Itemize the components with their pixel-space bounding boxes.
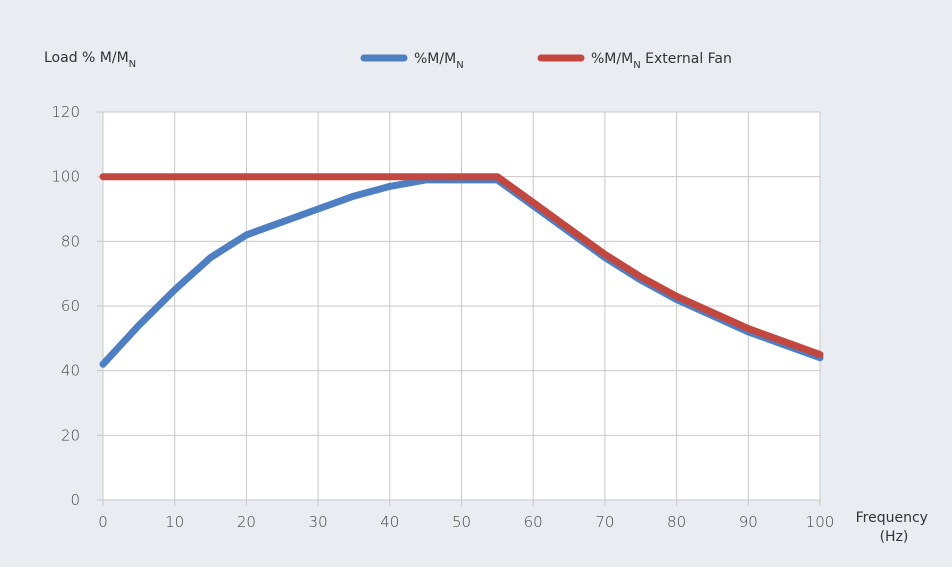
y-tick-label: 120: [51, 103, 80, 121]
tick-labels: 0 10 20 30 40 50 60 70 80 90 100 0 20 40 60 80 100 120: [51, 103, 834, 531]
x-tick-label: 70: [595, 513, 614, 531]
y-tick-label: 100: [51, 168, 80, 186]
y-axis-title: Load % M/MN: [44, 50, 136, 70]
x-tick-label: 80: [667, 513, 686, 531]
x-tick-label: 40: [380, 513, 399, 531]
x-tick-label: 0: [98, 513, 108, 531]
legend: %M/MN %M/MN External Fan: [360, 51, 732, 71]
x-tick-label: 30: [309, 513, 328, 531]
y-tick-label: 60: [61, 297, 80, 315]
series-line-2: [99, 173, 824, 358]
x-tick-label: 100: [806, 513, 835, 531]
legend-label-series-1: %M/MN: [414, 51, 464, 71]
series-lines: [99, 173, 824, 368]
x-tick-label: 20: [237, 513, 256, 531]
y-tick-label: 20: [61, 426, 80, 444]
legend-label-series-2: %M/MN External Fan: [591, 51, 732, 71]
x-tick-label: 10: [165, 513, 184, 531]
y-tick-label: 0: [70, 491, 80, 509]
x-tick-label: 60: [524, 513, 543, 531]
x-tick-label: 90: [739, 513, 758, 531]
x-tick-label: 50: [452, 513, 471, 531]
y-tick-label: 40: [61, 362, 80, 380]
y-tick-label: 80: [61, 232, 80, 250]
x-axis-title: Frequency (Hz): [856, 510, 933, 545]
